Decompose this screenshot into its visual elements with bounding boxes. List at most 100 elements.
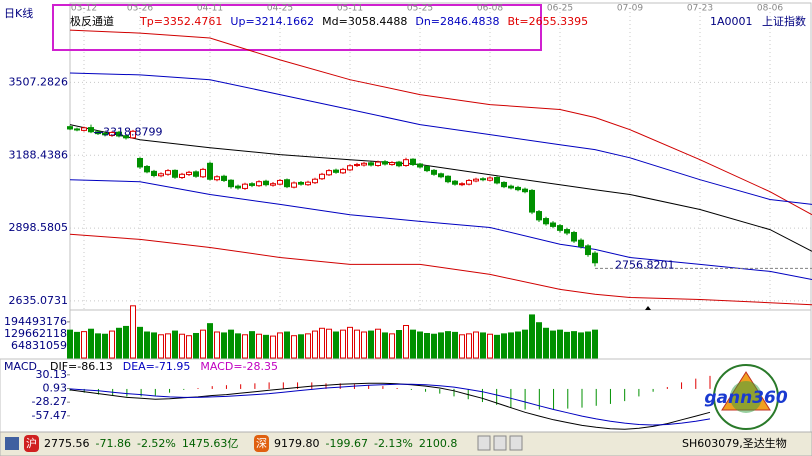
candle-body [137,157,143,168]
y-tick-label: 3188.4386 [9,148,69,161]
indicator-name: 极反通道 [70,14,114,28]
candle-body [291,182,297,188]
volume-bar [494,334,500,359]
volume-bar [284,331,290,359]
quote-field: -71.86 [96,437,131,450]
volume-bar [67,329,73,359]
y-tick-label: 129662118 [4,327,67,340]
volume-bar [585,331,591,359]
volume-bar [550,330,556,359]
volume-bar [116,327,122,359]
volume-bar [123,325,129,359]
candle-body [515,186,521,191]
candle-body [410,158,416,166]
volume-bar [445,331,451,359]
candle-body [438,173,444,178]
quote-field: -2.52% [137,437,176,450]
candle-body [249,183,255,186]
button[interactable] [477,435,491,451]
candle-body [424,165,430,172]
quote-field: 2775.56 [44,437,90,450]
candle-body [445,175,451,183]
volume-bar [172,330,178,359]
volume-bar [277,332,283,359]
low-label: 2756.8201 [615,258,675,271]
macd-title: MACD [4,360,37,373]
volume-bar [438,332,444,359]
volume-bar [361,331,367,359]
macd-readout: MACD=-28.35 [200,360,278,373]
candle-body [228,179,234,188]
volume-bar [165,333,171,359]
volume-bar [480,332,486,359]
volume-bar [235,333,241,359]
candle-body [529,189,535,213]
candle-body [130,130,136,139]
volume-bar [95,333,101,359]
candle-body [298,181,304,185]
volume-bar [410,329,416,359]
volume-bar [403,325,409,359]
candle-body [235,185,241,189]
candle-body [340,168,346,174]
volume-bar [466,333,472,359]
volume-bar [109,330,115,359]
channel-line [69,179,812,280]
volume-bar [347,326,353,359]
volume-bar [242,334,248,359]
volume-bar [375,328,381,359]
logo-text: gann360 [704,388,788,408]
candle-body [81,127,87,131]
channel-line [69,124,812,252]
menu-icon[interactable] [5,437,19,450]
volume-bar [158,334,164,359]
candle-body [592,252,598,264]
y-tick-label: 30.13 [36,368,68,381]
candle-body [494,176,500,184]
candle-body [116,131,122,137]
volume-bar [459,334,465,359]
candle-body [333,169,339,173]
candle-body [67,126,73,130]
volume-bar [522,329,528,359]
candle-body [368,162,374,166]
status-bar [0,431,812,456]
volume-bar [312,330,318,359]
volume-bar [592,329,598,359]
volume-bar [263,334,269,359]
x-tick-label: 08-06 [757,4,783,14]
quote-field: 9179.80 [274,437,320,450]
candle-body [242,183,248,189]
candle-body [270,183,276,186]
candle-body [144,165,150,173]
candle-body [326,170,332,176]
volume-bar [536,322,542,359]
y-tick-label: -57.47 [32,409,67,422]
volume-bar [298,334,304,359]
volume-bar [515,331,521,359]
button[interactable] [493,435,507,451]
candle-body [578,239,584,247]
indicator-value: Bt=2655.3395 [508,15,589,28]
channel-line [69,233,812,306]
macd-readout: DIF=-86.13 [50,360,113,373]
volume-bar [333,331,339,359]
volume-bar [417,331,423,359]
x-tick-label: 06-08 [477,4,503,14]
volume-bar [305,333,311,359]
candle-body [396,161,402,167]
sh-quote: 2775.56 -71.86 -2.52% 1475.63亿 [44,437,238,450]
button[interactable] [509,435,523,451]
candle-body [109,131,115,136]
x-tick-label: 03-26 [127,4,153,14]
volume-bar [256,333,262,359]
indicator-value: Md=3058.4488 [322,15,407,28]
candle-body [459,183,465,186]
candle-body [431,169,437,175]
volume-bar [340,329,346,359]
volume-bar [207,323,213,359]
candle-body [480,178,486,181]
volume-bar [319,327,325,359]
candle-body [158,173,164,177]
candle-body [543,218,549,225]
